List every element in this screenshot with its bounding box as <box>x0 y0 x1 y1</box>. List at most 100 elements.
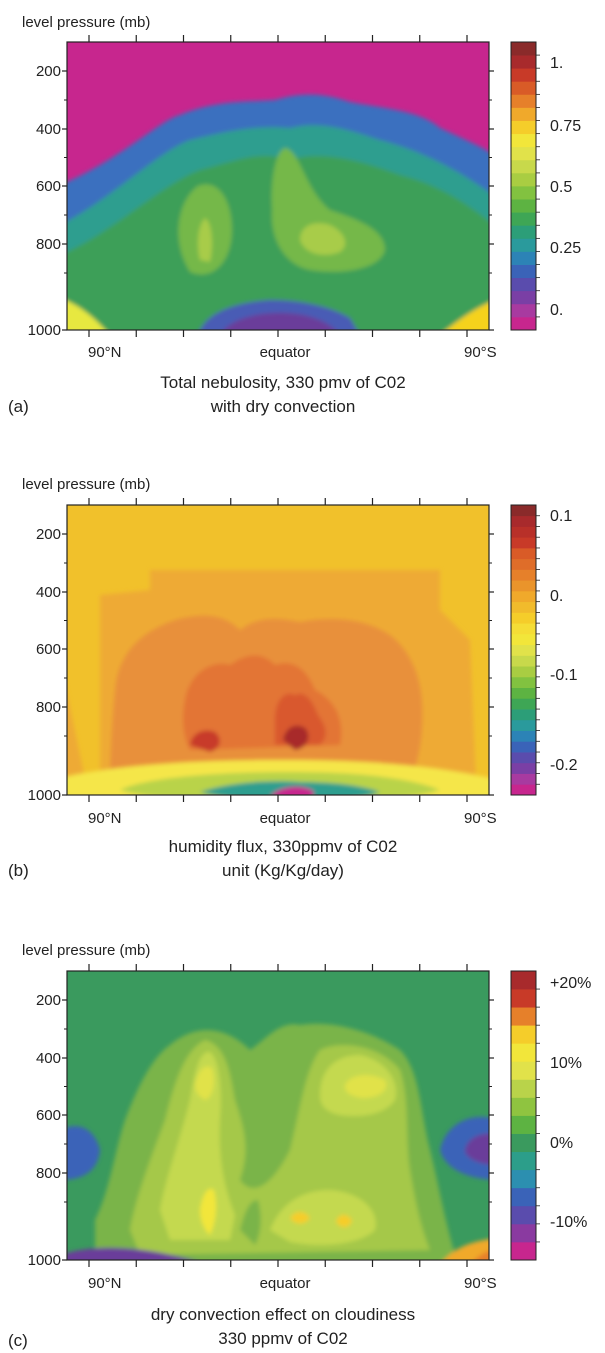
panel-b-xtick-label: 90°S <box>464 810 497 827</box>
panel-c-band-5 <box>270 1190 376 1245</box>
panel-a-letter: (a) <box>8 397 29 416</box>
panel-b-xtick-label: equator <box>260 810 311 827</box>
panel-a-colorbar: 1. 0.75 0.5 0.25 0. <box>510 41 581 331</box>
panel-b-colorbar-swatch <box>511 730 536 742</box>
panel-c-xtick-label: equator <box>260 1275 311 1292</box>
panel-c-band-11 <box>240 1200 261 1245</box>
panel-a-colorbar-label: 0.5 <box>550 179 572 196</box>
panel-a-band-7 <box>300 223 346 255</box>
panel-a-ytick-label: 800 <box>36 236 61 253</box>
panel-b-colorbar-label: -0.2 <box>550 757 578 774</box>
panel-a-colorbar-label: 0. <box>550 302 563 319</box>
panel-a-colorbar-swatch <box>511 120 536 135</box>
panel-c-colorbar-swatch <box>511 1007 536 1026</box>
panel-b-ytick-label: 600 <box>36 641 61 658</box>
panel-a-ytick-label: 200 <box>36 63 61 80</box>
panel-b-colorbar-swatch <box>511 676 536 688</box>
panel-a-xtick-label: 90°N <box>88 344 122 361</box>
panel-b-caption-2: unit (Kg/Kg/day) <box>222 861 344 880</box>
panel-c-caption-2: 330 ppmv of C02 <box>218 1329 347 1348</box>
panel-b-colorbar-swatch <box>511 752 536 764</box>
panel-a-colorbar-swatch <box>511 290 536 305</box>
panel-a-colorbar-swatch <box>511 42 536 56</box>
panel-c-colorbar-swatch <box>511 1061 536 1080</box>
panel-c-axes: 200 400 600 800 1000 90°N equator 90°S <box>28 964 497 1292</box>
panel-b-ylabel: level pressure (mb) <box>22 476 150 493</box>
panel-a-colorbar-swatch <box>511 172 536 187</box>
panel-a-cold-2 <box>223 312 336 330</box>
panel-c-colorbar-swatch <box>511 971 536 990</box>
panel-b-colorbar-label: 0. <box>550 588 563 605</box>
panel-c-cold-left-1 <box>67 1126 100 1180</box>
panel-c-ytick-label: 1000 <box>28 1252 61 1269</box>
panel-b-cold-2 <box>271 786 314 795</box>
panel-a-band-5 <box>271 148 385 272</box>
panel-a-colorbar-swatch <box>511 133 536 148</box>
panel-b-colorbar-swatch <box>511 580 536 592</box>
panel-a-axes: 200 400 600 800 1000 90°N equator 90°S <box>28 35 497 361</box>
panel-c-ytick-label: 200 <box>36 992 61 1009</box>
panel-c-colorbar-swatch <box>511 989 536 1008</box>
panel-c-contour-field <box>67 971 489 1260</box>
panel-c-colorbar-label: 10% <box>550 1055 582 1072</box>
panel-b-colorbar-swatch <box>511 612 536 624</box>
panel-a-colorbar-swatch <box>511 225 536 239</box>
panel-c-colorbar-swatch <box>511 1043 536 1062</box>
panel-b-colorbar-swatch <box>511 773 536 785</box>
panel-b-colorbar: 0.1 0. -0.1 -0.2 <box>510 504 578 796</box>
panel-b-colorbar-frame <box>510 504 537 796</box>
panel-a-colorbar-swatch <box>511 159 536 174</box>
panel-a-ytick-label: 400 <box>36 121 61 138</box>
panel-c-band-6 <box>195 1066 214 1100</box>
panel-a-colorbar-label: 0.75 <box>550 118 581 135</box>
panel-b-colorbar-swatch <box>511 709 536 721</box>
panel-b-xtick-label: 90°N <box>88 810 122 827</box>
panel-b-colorbar-swatch <box>511 526 536 538</box>
panel-a-colorbar-swatch <box>511 199 536 213</box>
panel-a-colorbar-swatch <box>511 68 536 82</box>
panel-a-colorbar-swatch <box>511 303 536 318</box>
panel-c-caption-1: dry convection effect on cloudiness <box>151 1305 415 1324</box>
panel-a-xtick-label: 90°S <box>464 344 497 361</box>
panel-c-cold-right-2 <box>465 1133 489 1165</box>
panel-b-colorbar-label: 0.1 <box>550 508 572 525</box>
panel-a-colorbar-swatch <box>511 277 536 292</box>
panel-c-colorbar: +20% 10% 0% -10% <box>510 970 591 1261</box>
panel-a-hot-right <box>446 302 489 330</box>
panel-c-cold-bottom <box>67 1247 193 1260</box>
panel-c-xtick-label: 90°S <box>464 1275 497 1292</box>
panel-b-caption-1: humidity flux, 330ppmv of C02 <box>169 837 398 856</box>
panel-c-colorbar-swatch <box>511 1223 536 1243</box>
panel-c-ylabel: level pressure (mb) <box>22 942 150 959</box>
panel-b-colorbar-swatch <box>511 644 536 656</box>
panel-a-colorbar-swatch <box>511 251 536 265</box>
panel-a-hot-left <box>67 300 106 330</box>
panel-b-colorbar-swatch <box>511 741 536 753</box>
panel-b: level pressure (mb) 200 400 600 800 1000 90°N… <box>8 476 578 880</box>
panel-b-colorbar-swatch <box>511 719 536 731</box>
panel-b-colorbar-swatch <box>511 666 536 678</box>
panel-c-ytick-label: 600 <box>36 1107 61 1124</box>
panel-a-contour-field <box>67 42 489 330</box>
panel-b-colorbar-swatch <box>511 505 536 517</box>
panel-c-colorbar-swatch <box>511 1079 536 1098</box>
panel-c-band-3 <box>160 1051 235 1240</box>
panel-b-colorbar-swatch <box>511 623 536 635</box>
panel-b-colorbar-swatch <box>511 537 536 549</box>
panel-c-band-7 <box>344 1075 387 1098</box>
panel-a-colorbar-label: 0.25 <box>550 240 581 257</box>
panel-b-colorbar-swatch <box>511 687 536 699</box>
panel-b-ytick-label: 1000 <box>28 787 61 804</box>
panel-b-colorbar-swatch <box>511 762 536 774</box>
panel-a: level pressure (mb) 200 400 600 800 1000 90°N… <box>8 14 581 416</box>
panel-c-colorbar-swatch <box>511 1205 536 1225</box>
panel-c-colorbar-swatch <box>511 1025 536 1044</box>
panel-a-colorbar-swatch <box>511 146 536 161</box>
panel-a-colorbar-label: 1. <box>550 55 563 72</box>
panel-a-band-6 <box>197 218 213 262</box>
panel-c-xtick-label: 90°N <box>88 1275 122 1292</box>
panel-b-colorbar-swatch <box>511 655 536 667</box>
panel-c-colorbar-swatch <box>511 1115 536 1134</box>
panel-a-colorbar-swatch <box>511 212 536 226</box>
